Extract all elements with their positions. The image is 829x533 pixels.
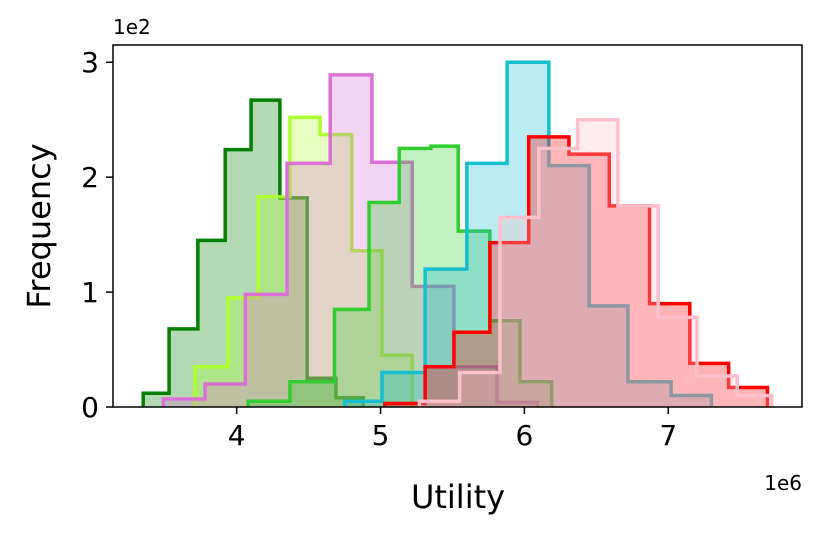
histogram-bar <box>568 154 610 407</box>
histogram-bar <box>577 119 618 407</box>
histogram-bar <box>169 328 198 407</box>
histogram-bar <box>658 317 697 407</box>
y-tick-label: 3 <box>81 46 99 79</box>
histogram-bar <box>458 231 490 407</box>
histogram-bar <box>289 381 335 407</box>
y-axis-label: Frequency <box>20 143 58 308</box>
histogram-bar <box>197 240 226 407</box>
histogram-outline <box>342 60 714 407</box>
histogram-bar <box>548 165 590 407</box>
histogram-bar <box>419 401 460 407</box>
histogram-bar <box>412 286 454 407</box>
histogram-bar <box>205 384 246 407</box>
histogram-bar <box>351 250 382 407</box>
histogram-bar <box>459 372 500 407</box>
x-tick-label: 6 <box>515 419 533 452</box>
histogram-bar <box>258 196 290 407</box>
histogram-bar <box>671 395 712 407</box>
histogram-bar <box>251 100 280 408</box>
histogram-bar <box>248 401 290 407</box>
histogram-bar <box>334 309 370 407</box>
histogram-bar <box>528 136 569 407</box>
histogram-outline <box>193 115 414 407</box>
histogram-bar <box>520 381 552 407</box>
histogram-bar <box>538 148 578 407</box>
y-tick-label: 0 <box>81 391 99 424</box>
histogram-bar <box>489 242 529 407</box>
histogram-bar <box>617 205 659 407</box>
histogram-bar <box>163 398 206 407</box>
histogram-outline <box>383 135 770 407</box>
histogram-bar <box>279 197 308 407</box>
plot-frame <box>112 44 803 408</box>
histogram-bar <box>609 205 650 407</box>
histogram-outline <box>417 117 774 407</box>
histogram-bar <box>649 303 690 407</box>
x-tick-label: 4 <box>228 419 246 452</box>
histogram-bar <box>499 217 539 407</box>
histogram-bar <box>589 305 628 407</box>
histogram-outline <box>161 73 540 407</box>
histogram-bar <box>489 320 521 407</box>
histogram-bar <box>696 375 738 407</box>
y-offset-label: 1e2 <box>113 15 151 39</box>
histogram-bar <box>381 355 413 407</box>
histogram-outline <box>246 144 554 407</box>
histogram-bar <box>287 163 331 407</box>
histogram-bar <box>627 381 672 407</box>
histogram-bar <box>330 74 372 407</box>
x-offset-label: 1e6 <box>764 471 802 495</box>
y-tick-label: 1 <box>81 276 99 309</box>
histogram-bar <box>228 297 259 407</box>
histogram-bar <box>497 402 538 407</box>
histogram-bar <box>289 117 321 408</box>
histogram-bar <box>245 294 288 407</box>
histogram-bar <box>344 401 382 407</box>
x-axis-label: Utility <box>411 478 505 516</box>
y-tick-label: 2 <box>81 161 99 194</box>
x-tick-label: 7 <box>659 419 677 452</box>
x-tick-label: 5 <box>372 419 390 452</box>
histogram-bar <box>737 395 772 407</box>
